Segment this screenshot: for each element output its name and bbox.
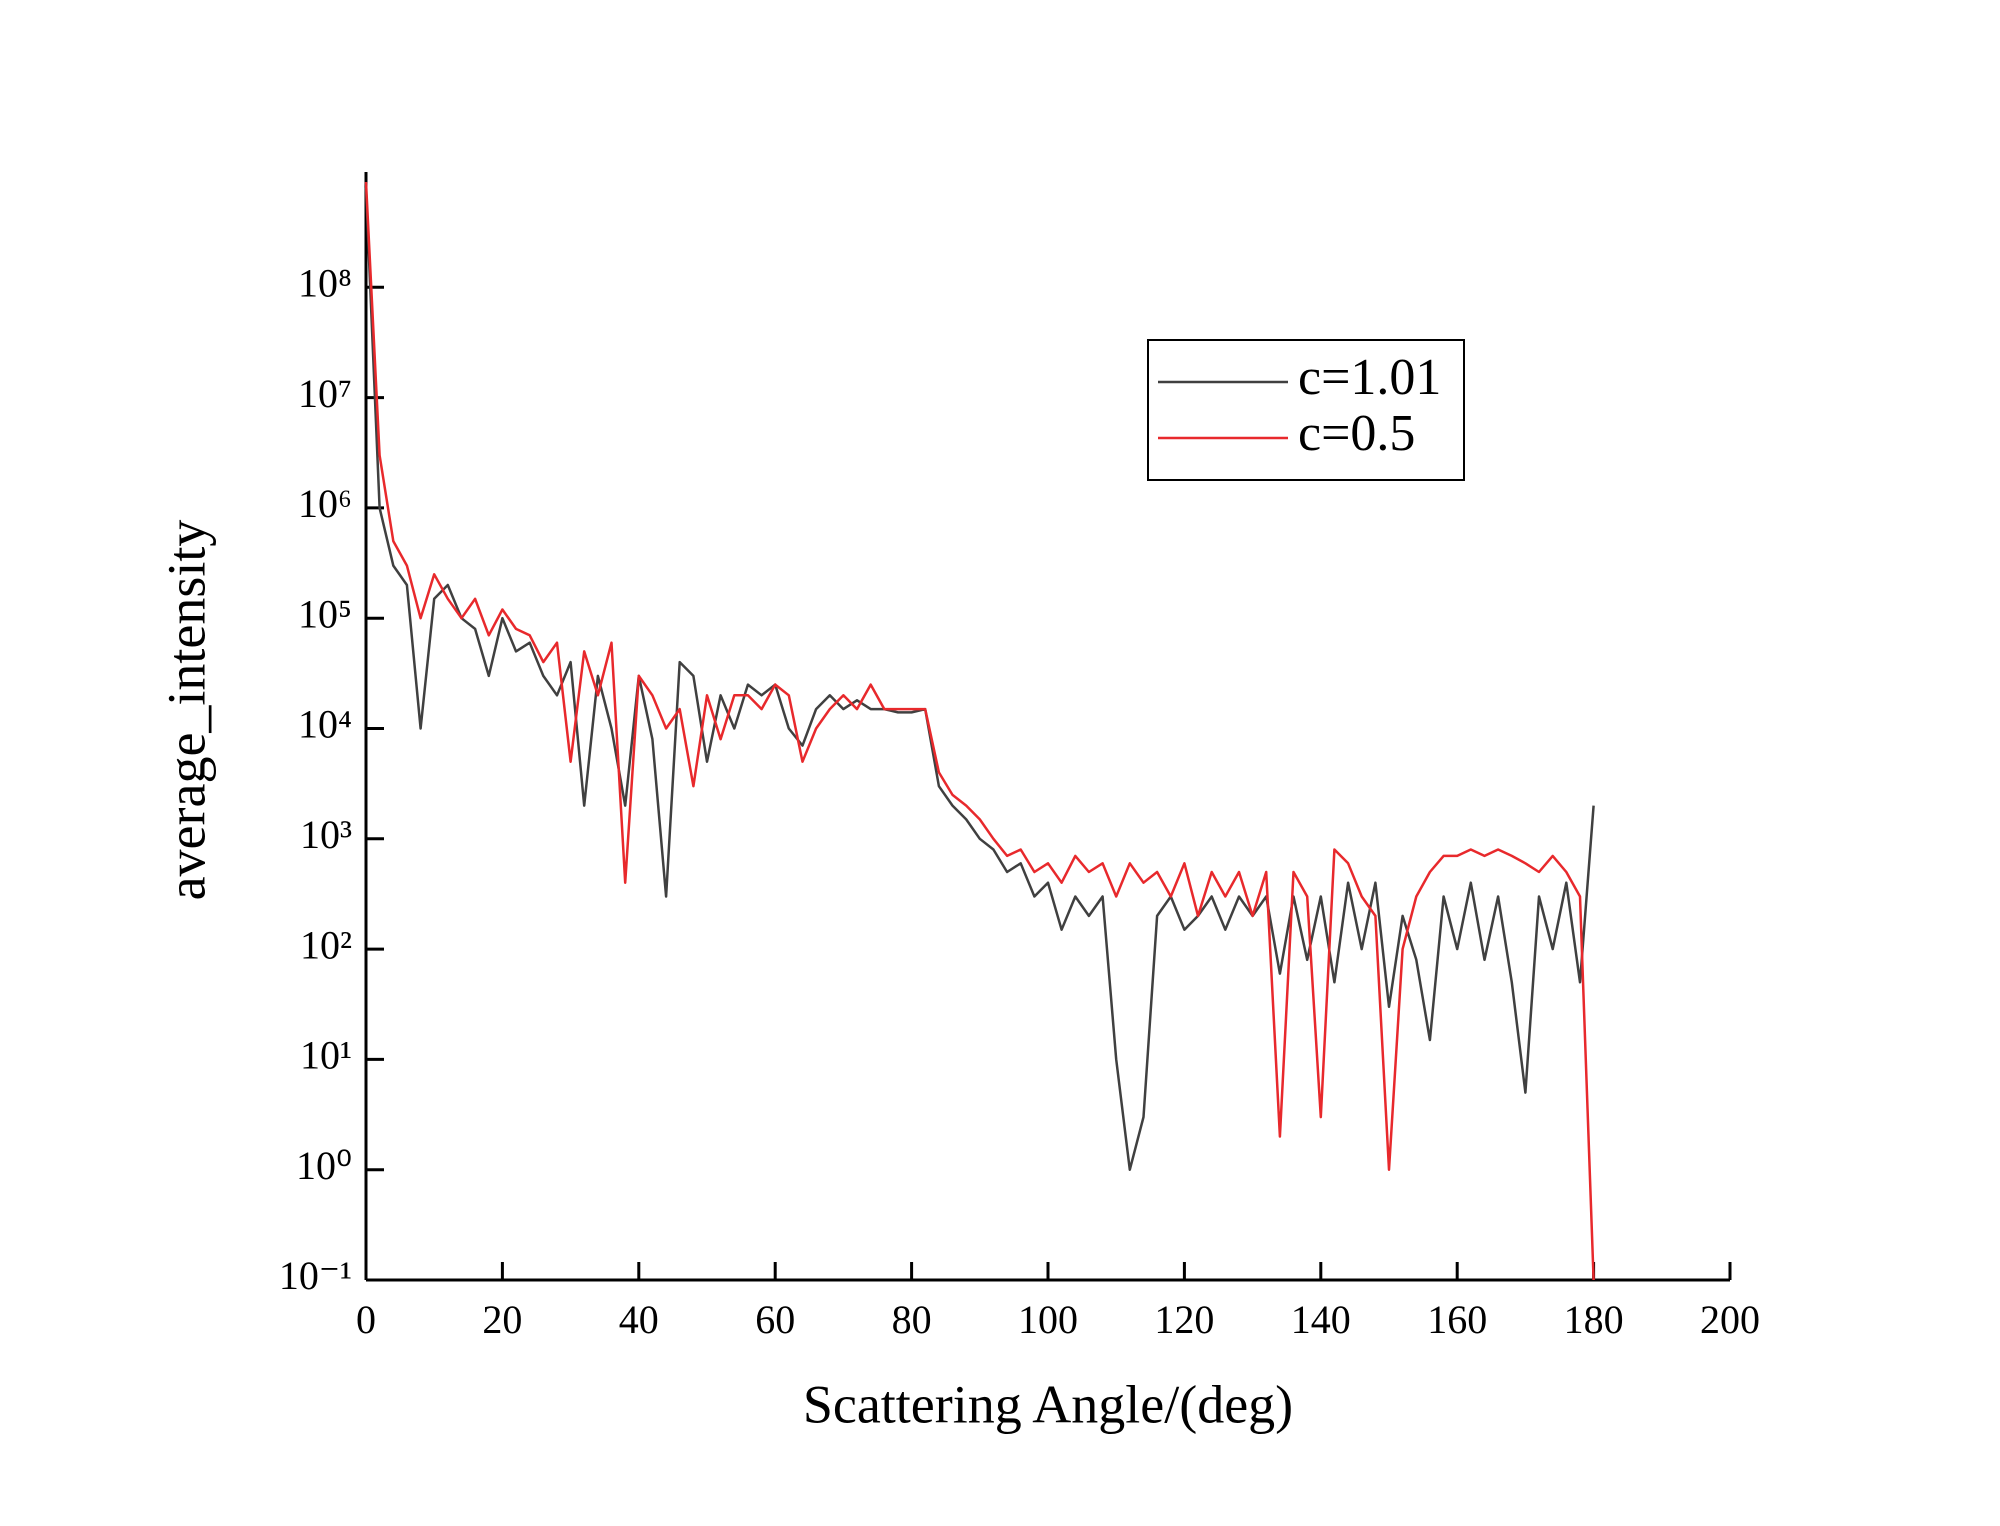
legend-box — [1147, 339, 1465, 481]
y-tick-label: 10⁵ — [298, 591, 352, 636]
y-tick-label: 10⁶ — [298, 481, 352, 526]
y-tick-label: 10¹ — [300, 1033, 352, 1078]
y-axis-label: average_intensity — [156, 520, 216, 901]
x-tick-label: 100 — [1018, 1297, 1078, 1342]
x-tick-label: 140 — [1291, 1297, 1351, 1342]
legend-label: c=0.5 — [1298, 405, 1415, 462]
legend-label: c=1.01 — [1298, 349, 1441, 406]
x-tick-label: 0 — [356, 1297, 376, 1342]
series-line — [364, 187, 1595, 1171]
x-tick-label: 160 — [1427, 1297, 1487, 1342]
y-tick-label: 10³ — [300, 812, 352, 857]
y-tick-label: 10⁰ — [296, 1143, 352, 1188]
x-tick-label: 40 — [619, 1297, 659, 1342]
y-tick-label: 10⁷ — [298, 371, 352, 416]
y-tick-label: 10² — [300, 922, 352, 967]
x-tick-label: 80 — [892, 1297, 932, 1342]
x-tick-label: 200 — [1700, 1297, 1760, 1342]
y-tick-label: 10⁻¹ — [279, 1253, 352, 1298]
y-tick-label: 10⁴ — [298, 702, 352, 747]
x-tick-label: 60 — [755, 1297, 795, 1342]
series-line — [364, 181, 1595, 1281]
x-tick-label: 20 — [482, 1297, 522, 1342]
x-axis-label: Scattering Angle/(deg) — [803, 1374, 1293, 1434]
x-tick-label: 120 — [1154, 1297, 1214, 1342]
y-tick-label: 10⁸ — [298, 260, 352, 305]
x-tick-label: 180 — [1564, 1297, 1624, 1342]
